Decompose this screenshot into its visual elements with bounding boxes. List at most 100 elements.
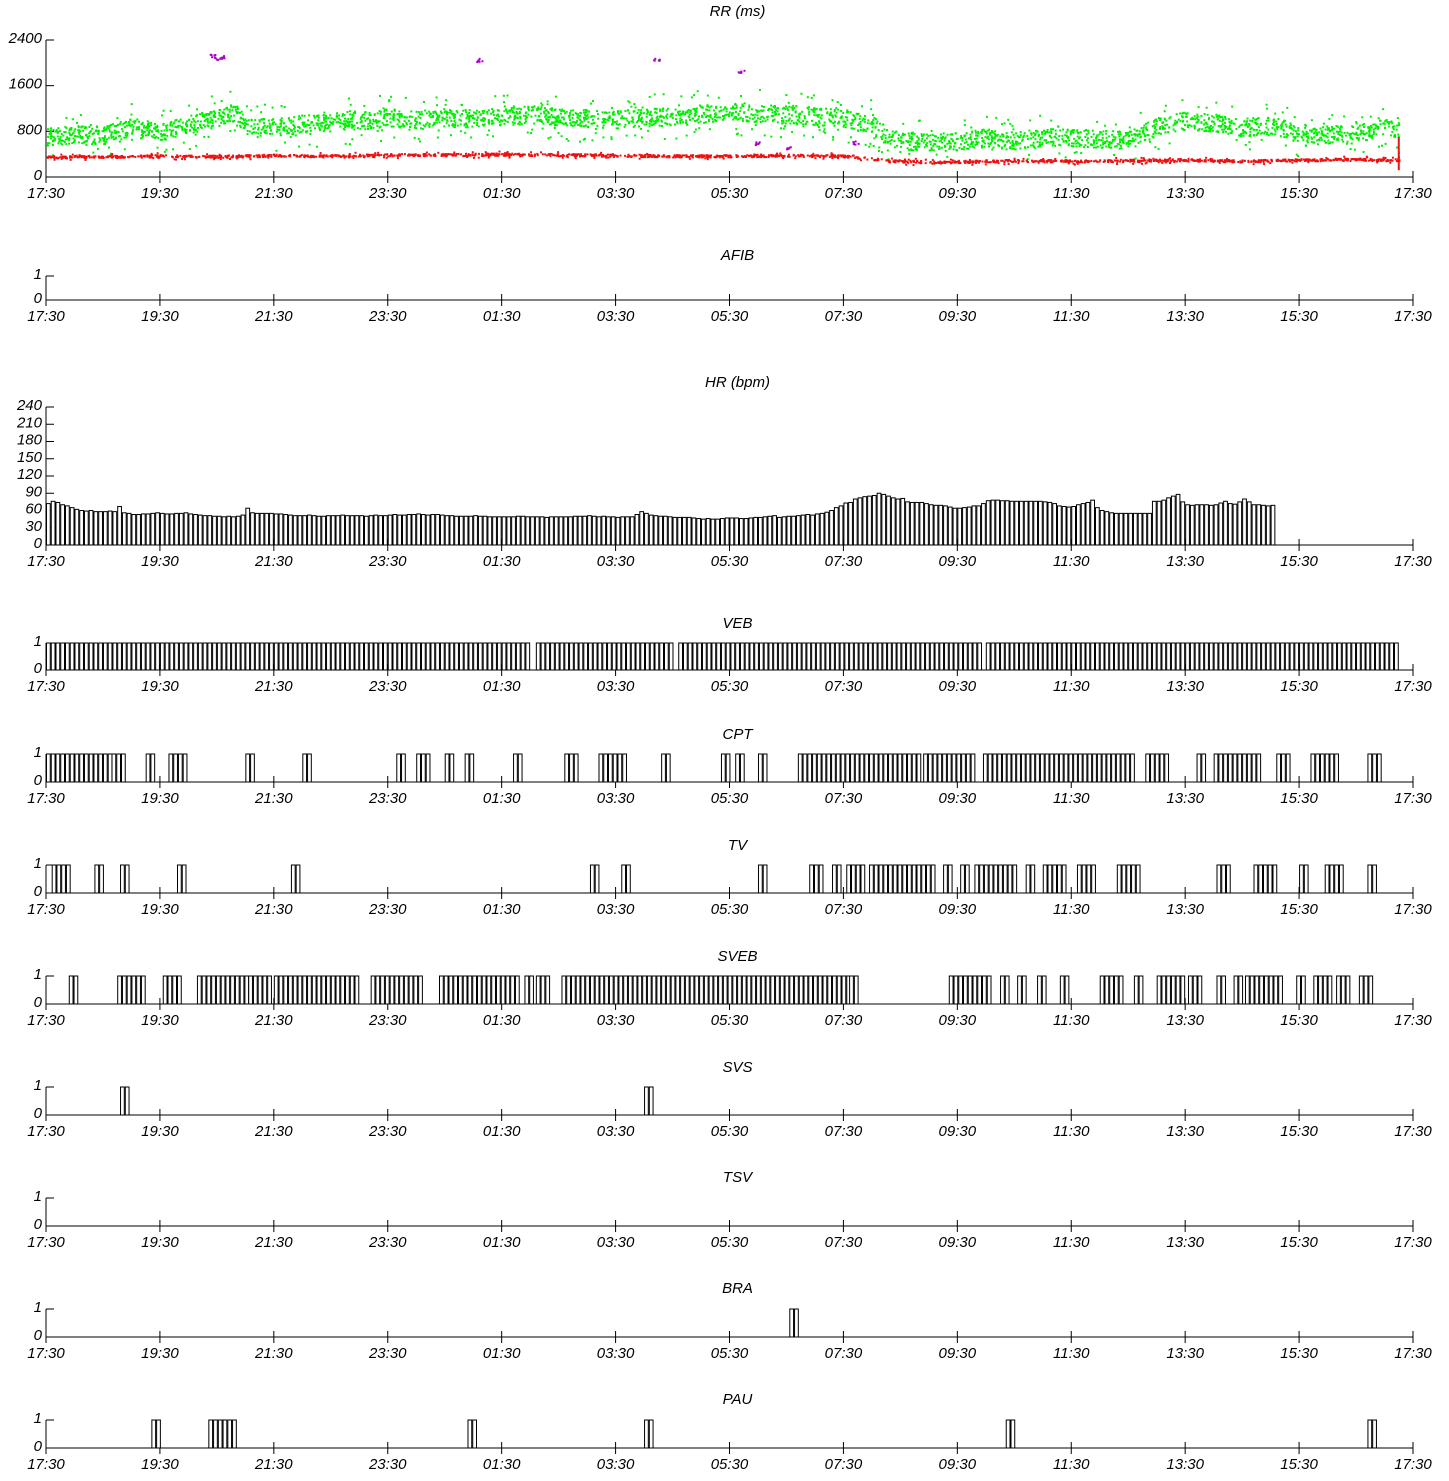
rr-point [1159,159,1161,161]
rr-point [1147,122,1149,124]
rr-point [531,106,533,108]
rr-point [152,157,154,159]
rr-point [185,130,187,132]
rr-point [871,157,873,159]
rr-point [569,112,571,114]
rr-point [969,146,971,148]
rr-point [1361,116,1363,118]
rr-point [695,129,697,131]
rr-point [488,157,490,159]
rr-point [451,124,453,126]
rr-point [822,125,824,127]
rr-point [190,125,192,127]
rr-point [1221,124,1223,126]
rr-point [1380,160,1382,162]
rr-point [506,94,508,96]
rr-point [1337,131,1339,133]
rr-point [206,153,208,155]
rr-point [1184,124,1186,126]
rr-point [240,156,242,158]
rr-point [566,155,568,157]
rr-point [646,109,648,111]
rr-point [516,111,518,113]
rr-point [1022,138,1024,140]
rr-point [409,115,411,117]
rr-point [1162,127,1164,129]
rr-point [1123,139,1125,141]
rr-point [588,121,590,123]
rr-point [762,120,764,122]
rr-point [111,153,113,155]
rr-point [881,138,883,140]
rr-point [132,121,134,123]
rr-point [50,156,52,158]
rr-point [757,117,759,119]
rr-point [454,122,456,124]
rr-point [566,138,568,140]
rr-point [626,135,628,137]
rr-point [491,108,493,110]
rr-point [179,155,181,157]
rr-point [569,119,571,121]
rr-point [263,122,265,124]
rr-point [514,122,516,124]
rr-point [1116,145,1118,147]
rr-point [834,109,836,111]
rr-point [732,106,734,108]
rr-point [595,132,597,134]
rr-point [560,110,562,112]
rr-point [1174,120,1176,122]
rr-point [784,125,786,127]
rr-point [250,158,252,160]
rr-point [981,137,983,139]
rr-point [288,127,290,129]
rr-point [293,116,295,118]
rr-point [1101,147,1103,149]
rr-point [446,114,448,116]
rr-point [367,123,369,125]
rr-point [634,134,636,136]
rr-point [1290,122,1292,124]
rr-point [1133,140,1135,142]
rr-point [630,106,632,108]
x-tick-label: 15:30 [1280,185,1318,202]
rr-point [1136,130,1138,132]
rr-point [909,137,911,139]
rr-point [602,111,604,113]
rr-point [59,156,61,158]
rr-point [74,156,76,158]
rr-point [929,141,931,143]
rr-point [812,153,814,155]
rr-point [237,121,239,123]
rr-point [1093,147,1095,149]
rr-point [383,114,385,116]
rr-point [144,131,146,133]
rr-point [503,110,505,112]
rr-point [1144,139,1146,141]
rr-point [796,115,798,117]
rr-point [1108,141,1110,143]
rr-point [963,135,965,137]
rr-point [1077,132,1079,134]
rr-point [1106,140,1108,142]
rr-point [945,150,947,152]
rr-point [504,123,506,125]
rr-point [859,123,861,125]
rr-point [587,126,589,128]
rr-point [469,109,471,111]
rr-point [692,156,694,158]
rr-point [654,93,656,95]
rr-point [1274,133,1276,135]
rr-point [321,122,323,124]
rr-point [577,117,579,119]
rr-point [1242,135,1244,137]
rr-point [951,133,953,135]
rr-point [1208,117,1210,119]
rr-point [799,113,801,115]
rr-point [1239,124,1241,126]
rr-point [86,136,88,138]
rr-point [177,156,179,158]
rr-point [171,125,173,127]
rr-point [254,119,256,121]
rr-point [660,120,662,122]
